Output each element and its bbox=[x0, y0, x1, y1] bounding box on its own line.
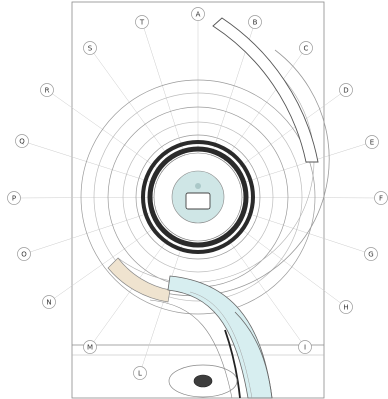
dark-stone bbox=[193, 374, 213, 388]
grid-marker-label: O bbox=[21, 251, 27, 259]
grid-marker-circle bbox=[15, 134, 29, 148]
grid-marker-circle bbox=[133, 366, 147, 380]
grid-marker-label: C bbox=[304, 45, 309, 53]
ring-1 bbox=[135, 134, 261, 260]
grid-marker-label: R bbox=[45, 87, 50, 95]
grid-marker-circle bbox=[83, 41, 97, 55]
grid-marker-m: M bbox=[83, 340, 97, 354]
grid-marker-label: G bbox=[368, 251, 373, 259]
grid-marker-circle bbox=[42, 295, 56, 309]
grid-marker-circle bbox=[17, 247, 31, 261]
grid-marker-label: S bbox=[88, 45, 93, 53]
lower-pool bbox=[168, 364, 238, 398]
grid-marker-h: H bbox=[339, 300, 353, 314]
grid-marker-o: O bbox=[17, 247, 31, 261]
grid-marker-circle bbox=[364, 247, 378, 261]
grid-marker-e: E bbox=[365, 135, 379, 149]
grid-marker-label: I bbox=[304, 344, 306, 352]
grid-marker-l: L bbox=[133, 366, 147, 380]
dark-ring-inner bbox=[147, 146, 249, 248]
grid-marker-f: F bbox=[374, 191, 388, 205]
grid-marker-d: D bbox=[339, 83, 353, 97]
curved-wall-band bbox=[212, 17, 319, 163]
grid-marker-p: P bbox=[7, 191, 21, 205]
grid-marker-circle bbox=[365, 135, 379, 149]
grid-marker-label: M bbox=[87, 344, 93, 352]
ring-4 bbox=[93, 92, 303, 302]
site-boundary bbox=[71, 1, 325, 399]
grid-marker-c: C bbox=[299, 41, 313, 55]
grid-marker-label: D bbox=[343, 87, 348, 95]
grid-marker-circle bbox=[135, 15, 149, 29]
grid-marker-circle bbox=[339, 300, 353, 314]
central-block bbox=[185, 192, 211, 210]
channel-edge bbox=[149, 299, 233, 399]
grid-marker-circle bbox=[299, 41, 313, 55]
grid-marker-b: B bbox=[248, 15, 262, 29]
channel-center-line bbox=[189, 291, 253, 399]
central-marker bbox=[195, 183, 201, 189]
ring-2 bbox=[122, 121, 274, 273]
water-channel bbox=[167, 275, 273, 399]
grid-marker-t: T bbox=[135, 15, 149, 29]
ring-5 bbox=[80, 79, 316, 315]
dark-ring-outer bbox=[141, 140, 255, 254]
grid-marker-i: I bbox=[298, 340, 312, 354]
concentric-rings bbox=[80, 79, 316, 315]
grid-marker-label: T bbox=[139, 19, 145, 27]
grid-marker-circle bbox=[83, 340, 97, 354]
grid-marker-r: R bbox=[40, 83, 54, 97]
grid-marker-circle bbox=[40, 83, 54, 97]
grid-marker-label: E bbox=[370, 139, 374, 147]
tan-ramp bbox=[107, 257, 171, 303]
grid-marker-label: H bbox=[343, 304, 348, 312]
grid-markers: A B C D E F G H I L M N O P Q R S T bbox=[7, 7, 388, 380]
grid-marker-circle bbox=[7, 191, 21, 205]
grid-marker-label: F bbox=[379, 195, 383, 203]
grid-marker-label: N bbox=[46, 299, 51, 307]
grid-marker-circle bbox=[298, 340, 312, 354]
grid-marker-label: Q bbox=[19, 138, 25, 146]
grid-marker-n: N bbox=[42, 295, 56, 309]
grid-marker-a: A bbox=[191, 7, 205, 21]
grid-marker-label: P bbox=[12, 195, 16, 203]
grid-marker-q: Q bbox=[15, 134, 29, 148]
grid-marker-s: S bbox=[83, 41, 97, 55]
grid-marker-label: A bbox=[196, 11, 201, 19]
grid-marker-label: B bbox=[253, 19, 258, 27]
grid-marker-label: L bbox=[138, 370, 142, 378]
grid-marker-circle bbox=[191, 7, 205, 21]
grid-marker-circle bbox=[339, 83, 353, 97]
dark-wall-segment bbox=[224, 329, 241, 399]
outer-channel-wall bbox=[234, 311, 273, 399]
grid-marker-g: G bbox=[364, 247, 378, 261]
grid-marker-circle bbox=[248, 15, 262, 29]
